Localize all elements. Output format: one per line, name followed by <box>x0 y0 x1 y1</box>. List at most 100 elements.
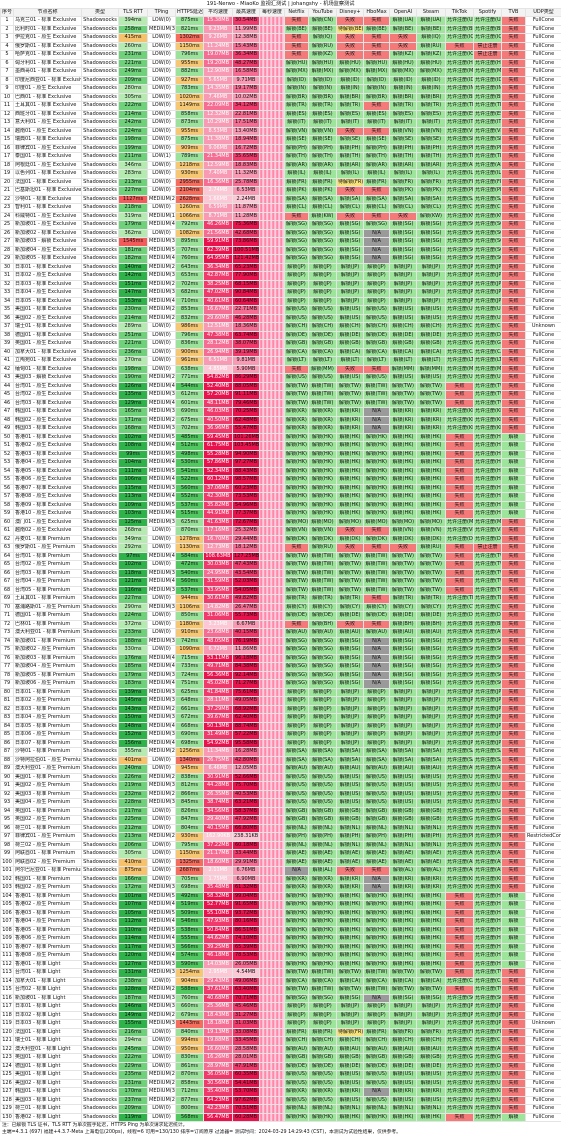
https-latency: 702ms <box>176 280 204 289</box>
node-name: 台湾01 - 标准 Premium <box>14 552 82 561</box>
unlock-cell: 失败 <box>390 544 417 553</box>
unlock-cell: 解锁(HK) <box>309 484 337 493</box>
https-latency: 742ms <box>176 637 204 646</box>
unlock-cell: 解锁(HK) <box>390 493 417 502</box>
unlock-cell: 解锁(HK) <box>309 901 337 910</box>
unlock-cell: 允许注册(CH) <box>446 1037 474 1046</box>
unlock-cell: 失败 <box>502 25 526 34</box>
unlock-cell: 解锁(HK) <box>390 892 417 901</box>
speed-sparkline <box>260 399 285 408</box>
tls-rtt: 237ms <box>119 1096 148 1105</box>
tping: MEDIUM(3) <box>148 960 176 969</box>
speed-sparkline <box>260 714 285 723</box>
node-type: Shadowsocks <box>82 578 119 587</box>
avg-speed: 1.66MB <box>204 195 233 204</box>
unlock-cell: 失败 <box>502 127 526 136</box>
unlock-cell: 失败 <box>502 586 526 595</box>
unlock-cell: 解锁(HK) <box>337 926 364 935</box>
max-speed: 55.47MB <box>233 425 260 434</box>
speed-sparkline <box>260 51 285 60</box>
unlock-cell: 解锁(KR) <box>417 884 446 893</box>
unlock-cell: 解锁(AE) <box>285 858 309 867</box>
node-name: 科威特01 - 原生 Exclusive <box>14 212 82 221</box>
unlock-cell: 失败 <box>285 34 309 43</box>
unlock-cell: 解锁(HK) <box>390 909 417 918</box>
avg-speed: 16.26MB <box>204 1054 233 1063</box>
udp-type: FullCone <box>526 697 561 706</box>
unlock-cell: 解锁(IN) <box>285 85 309 94</box>
unlock-cell: 解锁 <box>502 467 526 476</box>
max-speed: 48.27MB <box>233 59 260 68</box>
avg-speed: 34.56MB <box>204 807 233 816</box>
unlock-cell: 失败 <box>337 620 364 629</box>
https-latency: 560ms <box>176 578 204 587</box>
tping: MEDIUM(4) <box>148 255 176 264</box>
index: 103 <box>1 884 14 893</box>
unlock-cell: 允许注册(IL) <box>474 170 502 179</box>
max-speed: 95.58MB <box>233 739 260 748</box>
unlock-cell: 解锁(ID) <box>337 76 364 85</box>
unlock-cell: 解锁(TW) <box>390 561 417 570</box>
max-speed: 39.19MB <box>233 348 260 357</box>
unlock-cell: 失败 <box>502 994 526 1003</box>
node-name: 香港07 - 标准 Premium <box>14 943 82 952</box>
unlock-cell: 失败 <box>446 484 474 493</box>
unlock-cell: 解锁(IL) <box>285 170 309 179</box>
unlock-cell: 解锁(PH) <box>309 144 337 153</box>
index: 8 <box>1 76 14 85</box>
unlock-cell: 允许注册(KR) <box>446 425 474 434</box>
node-name: 澳大利亚01 - 标准 Premium <box>14 629 82 638</box>
max-speed: 33.45MB <box>233 1037 260 1046</box>
speed-sparkline <box>260 595 285 604</box>
udp-type: FullCone <box>526 476 561 485</box>
unlock-cell: 解锁(BR) <box>337 93 364 102</box>
node-name: 台湾01 - 原生 Exclusive <box>14 382 82 391</box>
tping: LOW(0) <box>148 1062 176 1071</box>
unlock-cell: 失败 <box>502 714 526 723</box>
node-type: Shadowsocks <box>82 1113 119 1122</box>
tping: LOW(0) <box>148 357 176 366</box>
udp-type: FullCone <box>526 195 561 204</box>
unlock-cell: 解锁(TW) <box>364 561 390 570</box>
unlock-cell: 允许注册(TW) <box>474 552 502 561</box>
tping: MEDIUM(3) <box>148 25 176 34</box>
tls-rtt: 102ms <box>119 561 148 570</box>
udp-type: FullCone <box>526 229 561 238</box>
tls-rtt: 183ms <box>119 680 148 689</box>
unlock-cell: 解锁(SA) <box>337 748 364 757</box>
speed-sparkline <box>260 918 285 927</box>
index: 100 <box>1 858 14 867</box>
max-speed: 38.07MB <box>233 340 260 349</box>
max-speed: 6.76MB <box>233 867 260 876</box>
unlock-cell: 解锁(JP) <box>285 272 309 281</box>
node-type: Shadowsocks <box>82 229 119 238</box>
speed-sparkline <box>260 790 285 799</box>
unlock-cell: 解锁(JP) <box>285 280 309 289</box>
speed-sparkline <box>260 544 285 553</box>
tls-rtt: 213ms <box>119 178 148 187</box>
unlock-cell: 允许注册(BE) <box>446 25 474 34</box>
unlock-cell: 解锁(JP) <box>390 697 417 706</box>
index: 5 <box>1 51 14 60</box>
unlock-cell: N/A <box>364 246 390 255</box>
unlock-cell: 解锁(HK) <box>285 450 309 459</box>
avg-speed: 6.59MB <box>204 204 233 213</box>
max-speed: 84.38MB <box>233 663 260 672</box>
unlock-cell: 解锁(JP) <box>285 705 309 714</box>
tping: MEDIUM(4) <box>148 578 176 587</box>
tls-rtt: 118ms <box>119 569 148 578</box>
unlock-cell: 解锁(CL) <box>364 204 390 213</box>
unlock-cell: 解锁(HK) <box>309 501 337 510</box>
unlock-cell: 解锁(US) <box>417 1096 446 1105</box>
unlock-cell: 允许注册(TW) <box>474 986 502 995</box>
unlock-cell: 待解锁(FR) <box>337 178 364 187</box>
unlock-cell: 允许注册(NL) <box>474 824 502 833</box>
node-name: 香港06 - 原生 Premium <box>14 935 82 944</box>
unlock-cell: 失败 <box>502 187 526 196</box>
max-speed: 121.42MB <box>233 255 260 264</box>
unlock-cell: 解锁(HK) <box>285 433 309 442</box>
